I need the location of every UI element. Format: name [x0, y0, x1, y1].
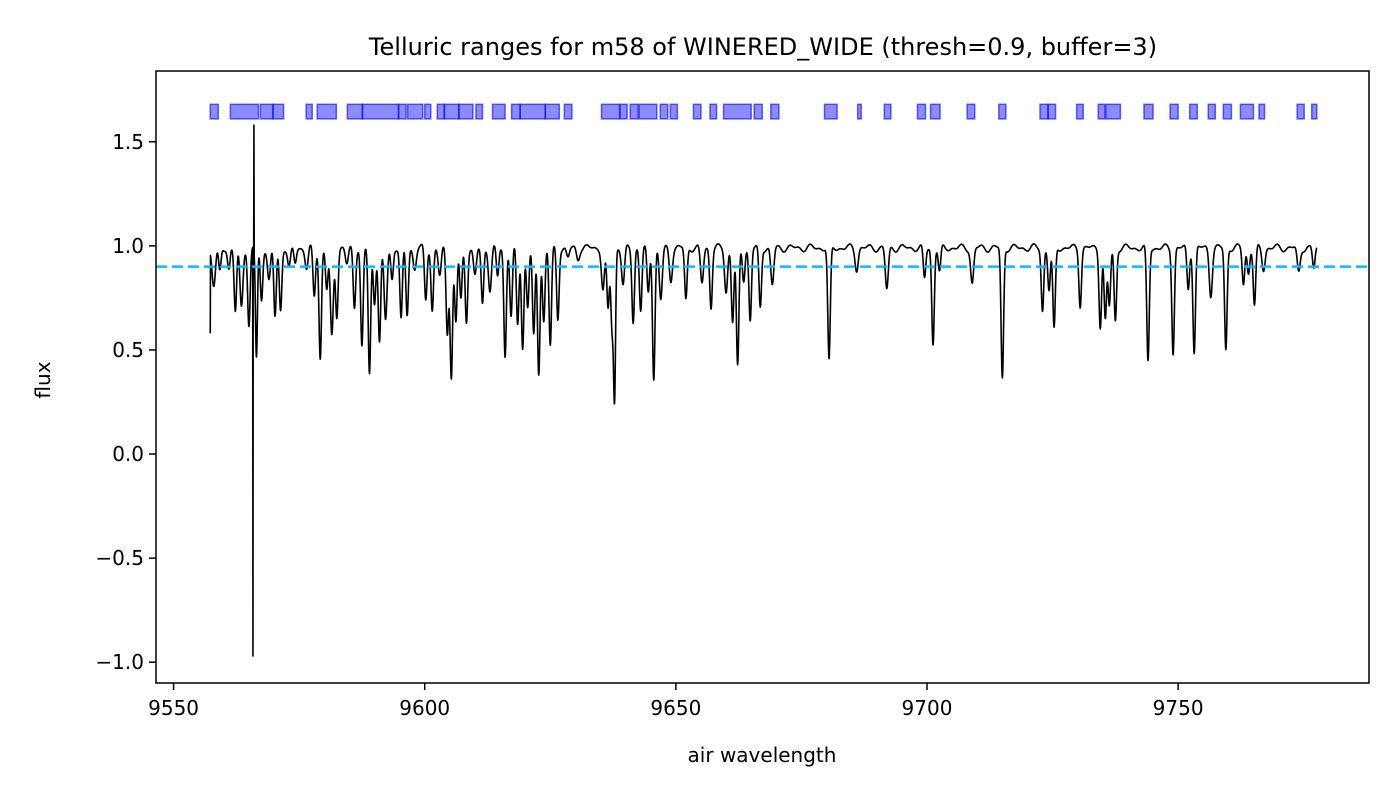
telluric-range-0 [209, 103, 220, 120]
telluric-range-13 [458, 103, 474, 120]
telluric-range-27 [709, 103, 718, 120]
telluric-range-10 [423, 103, 432, 120]
telluric-range-38 [1039, 103, 1049, 120]
telluric-range-36 [966, 103, 976, 120]
telluric-range-45 [1188, 103, 1198, 120]
telluric-range-25 [669, 103, 679, 120]
y-axis-label: flux [31, 361, 55, 398]
telluric-range-12 [443, 103, 460, 120]
spectrum-line [209, 124, 1318, 657]
x-axis-label: air wavelength [688, 743, 837, 767]
telluric-range-20 [600, 103, 621, 120]
telluric-range-11 [436, 103, 446, 120]
y-tick-label: 0.0 [112, 442, 144, 466]
chart-title: Telluric ranges for m58 of WINERED_WIDE … [368, 33, 1157, 61]
telluric-range-29 [753, 103, 764, 120]
telluric-range-51 [1310, 103, 1318, 120]
telluric-range-44 [1169, 103, 1179, 120]
x-tick-label: 9650 [650, 696, 701, 720]
telluric-range-30 [770, 103, 780, 120]
y-tick-label: 1.0 [112, 234, 144, 258]
telluric-range-28 [722, 103, 752, 120]
telluric-range-9 [406, 103, 424, 120]
telluric-range-14 [475, 103, 484, 120]
telluric-range-2 [259, 103, 274, 120]
telluric-range-42 [1105, 103, 1122, 120]
plot-area [156, 103, 1369, 657]
y-tick-label: 0.5 [112, 338, 144, 362]
telluric-range-35 [929, 103, 941, 120]
telluric-range-22 [629, 103, 639, 120]
telluric-range-39 [1047, 103, 1057, 120]
y-tick-label: −0.5 [95, 546, 144, 570]
telluric-range-46 [1207, 103, 1217, 120]
telluric-range-21 [619, 103, 628, 120]
telluric-range-40 [1075, 103, 1084, 120]
telluric-range-34 [916, 103, 927, 120]
telluric-range-1 [229, 103, 260, 120]
telluric-range-26 [692, 103, 702, 120]
telluric-range-41 [1097, 103, 1106, 120]
telluric-range-6 [346, 103, 364, 120]
telluric-range-15 [491, 103, 506, 120]
telluric-range-49 [1258, 103, 1266, 120]
telluric-range-7 [361, 103, 400, 120]
plot-frame [155, 70, 1370, 684]
x-tick-label: 9750 [1153, 696, 1204, 720]
telluric-range-4 [305, 103, 313, 120]
telluric-range-48 [1239, 103, 1255, 120]
telluric-range-33 [883, 103, 892, 120]
x-tick-label: 9550 [148, 696, 199, 720]
telluric-range-8 [397, 103, 407, 120]
telluric-range-5 [316, 103, 338, 120]
telluric-range-47 [1222, 103, 1233, 120]
telluric-range-24 [659, 103, 669, 120]
telluric-range-32 [856, 103, 862, 120]
telluric-range-19 [563, 103, 573, 120]
y-tick-label: 1.5 [112, 130, 144, 154]
y-axis: −1.0 −0.5 0.0 0.5 1.0 1.5 [95, 130, 156, 674]
telluric-range-43 [1143, 103, 1154, 120]
telluric-range-16 [510, 103, 521, 120]
x-axis: 9550 9600 9650 9700 9750 [148, 683, 1204, 720]
telluric-range-23 [638, 103, 658, 120]
x-tick-label: 9600 [399, 696, 450, 720]
telluric-range-37 [998, 103, 1007, 120]
telluric-range-3 [272, 103, 285, 120]
telluric-range-17 [519, 103, 547, 120]
telluric-range-31 [823, 103, 838, 120]
y-tick-label: −1.0 [95, 650, 144, 674]
telluric-range-18 [544, 103, 561, 120]
x-tick-label: 9700 [902, 696, 953, 720]
telluric-range-50 [1296, 103, 1305, 120]
